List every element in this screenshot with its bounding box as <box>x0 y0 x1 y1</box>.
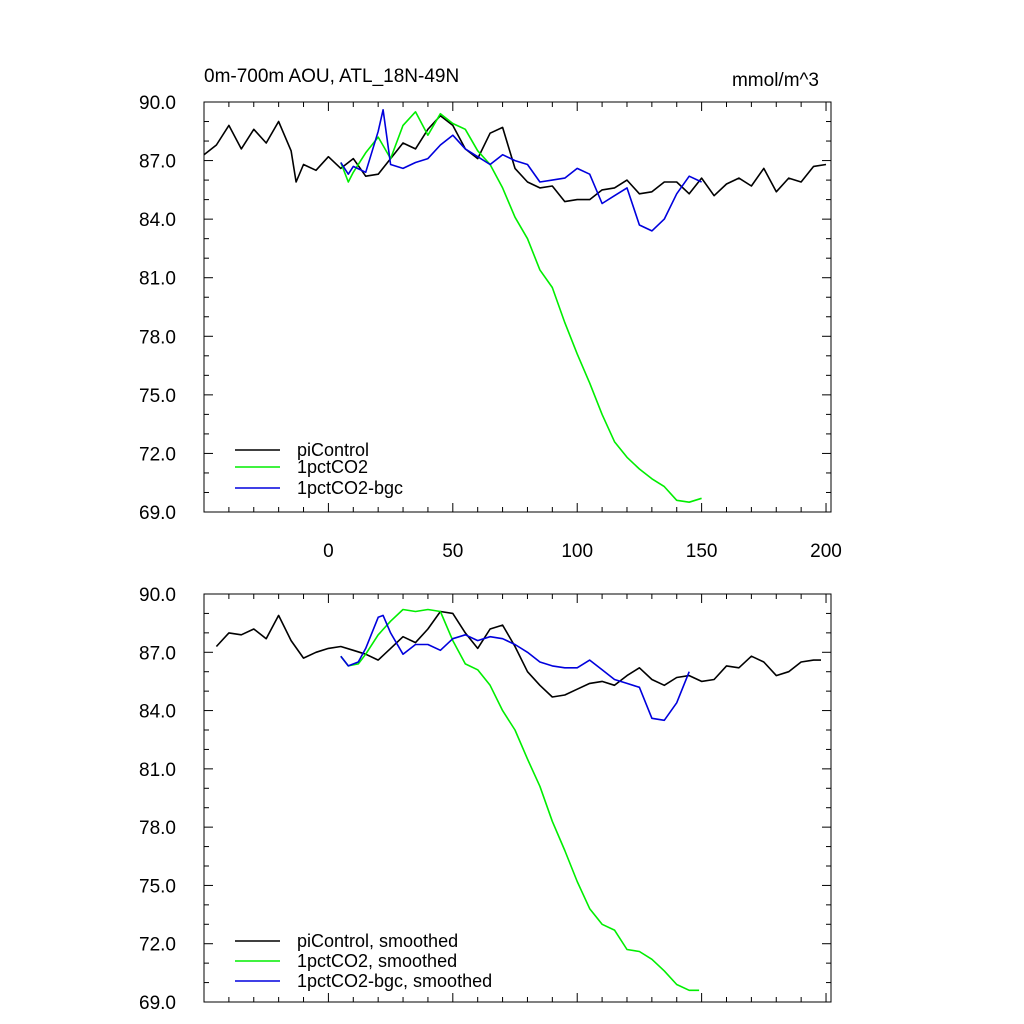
legend-label-1pctco2-bgc: 1pctCO2-bgc <box>297 478 403 498</box>
x-tick-label: 100 <box>561 541 593 562</box>
y-tick-label: 78.0 <box>139 327 176 348</box>
y-tick-label: 72.0 <box>139 935 176 956</box>
y-tick-label: 72.0 <box>139 444 176 465</box>
y-tick-label: 69.0 <box>139 503 176 524</box>
legend-label-picontrol-smoothed: piControl, smoothed <box>297 931 458 951</box>
y-tick-label: 75.0 <box>139 386 176 407</box>
series-line-1pctco2 <box>340 111 702 503</box>
legend-label-picontrol: piControl <box>297 440 369 460</box>
y-tick-label: 90.0 <box>139 585 176 606</box>
plot-frame <box>203 101 832 513</box>
legend-label-1pctco2-bgc-smoothed: 1pctCO2-bgc, smoothed <box>297 971 492 991</box>
y-tick-label: 69.0 <box>139 993 176 1014</box>
x-tick-label: 150 <box>686 541 718 562</box>
x-tick-label: 50 <box>442 541 463 562</box>
y-tick-label: 75.0 <box>139 876 176 897</box>
series-line-1pctco2-bgc <box>340 109 702 232</box>
top-panel: 69.0 72.0 75.0 78.0 81.0 84.0 87.0 90.0 0 50 100 15… <box>139 93 842 562</box>
y-tick-label: 81.0 <box>139 269 176 290</box>
series-line-picontrol-smoothed <box>215 610 821 698</box>
y-tick-label: 78.0 <box>139 818 176 839</box>
plot-frame <box>203 593 832 1003</box>
series-line-1pctco2-bgc-smoothed <box>340 614 690 722</box>
y-tick-label: 90.0 <box>139 93 176 114</box>
x-tick-label: 0 <box>323 541 334 562</box>
series-line-picontrol <box>203 114 827 203</box>
series-line-1pctco2-smoothed <box>340 608 700 992</box>
legend-label-1pctco2: 1pctCO2 <box>297 457 368 477</box>
legend-label-1pctco2-smoothed: 1pctCO2, smoothed <box>297 951 457 971</box>
y-tick-label: 87.0 <box>139 152 176 173</box>
y-tick-label: 87.0 <box>139 643 176 664</box>
y-tick-label: 81.0 <box>139 760 176 781</box>
units-label: mmol/m^3 <box>732 70 819 91</box>
x-tick-label: 200 <box>810 541 842 562</box>
y-tick-label: 84.0 <box>139 210 176 231</box>
bottom-panel: 69.0 72.0 75.0 78.0 81.0 84.0 87.0 90.0 piContro… <box>139 585 832 1014</box>
y-tick-label: 84.0 <box>139 702 176 723</box>
chart-title: 0m-700m AOU, ATL_18N-49N <box>204 66 459 87</box>
